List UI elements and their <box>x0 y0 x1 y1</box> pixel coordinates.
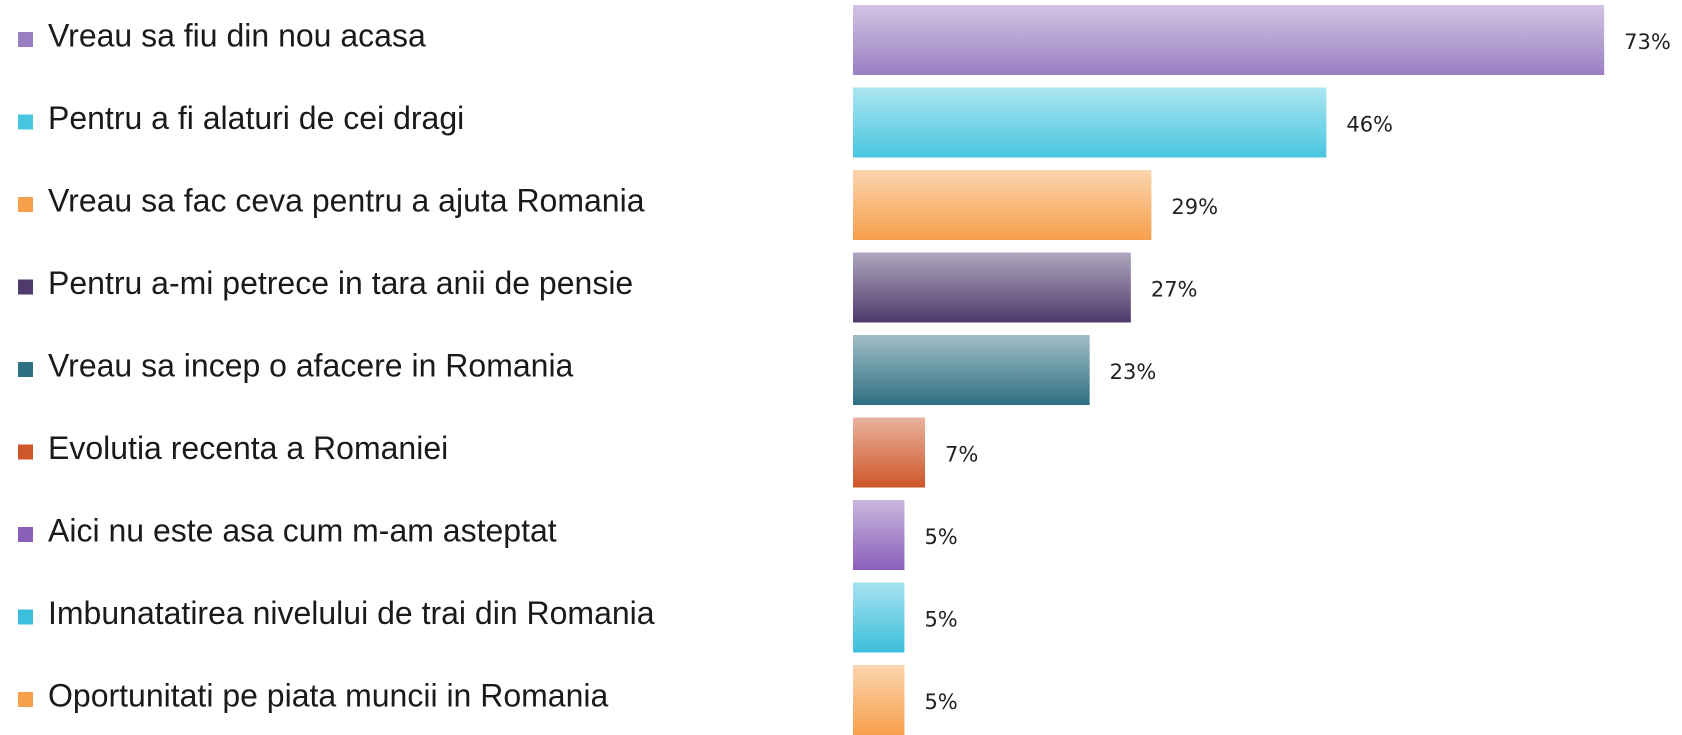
category-label: Pentru a fi alaturi de cei dragi <box>48 100 464 136</box>
legend-swatch <box>18 692 33 707</box>
bar <box>853 170 1152 240</box>
category-label: Pentru a-mi petrece in tara anii de pens… <box>48 265 633 301</box>
value-label: 5% <box>924 690 957 714</box>
value-label: 5% <box>924 608 957 632</box>
value-label: 5% <box>924 525 957 549</box>
legend-swatch <box>18 609 33 625</box>
value-label: 7% <box>945 443 978 467</box>
category-label: Imbunatatirea nivelului de trai din Roma… <box>48 595 655 631</box>
bar <box>853 5 1605 75</box>
value-label: 27% <box>1151 278 1198 302</box>
bar <box>853 665 905 735</box>
legend-swatch <box>18 444 33 460</box>
value-label: 29% <box>1171 195 1218 219</box>
legend-swatch <box>18 32 33 47</box>
value-label: 73% <box>1624 30 1671 54</box>
legend-swatch <box>18 114 33 130</box>
category-label: Evolutia recenta a Romaniei <box>48 430 448 466</box>
category-label: Aici nu este asa cum m-am asteptat <box>48 512 557 548</box>
legend-swatch <box>18 362 33 377</box>
bar <box>853 335 1090 405</box>
category-label: Vreau sa incep o afacere in Romania <box>48 347 574 383</box>
bar <box>853 500 905 570</box>
category-label: Vreau sa fiu din nou acasa <box>48 17 426 53</box>
value-label: 23% <box>1110 360 1157 384</box>
legend-swatch <box>18 527 33 542</box>
value-label: 46% <box>1346 113 1393 137</box>
category-label: Oportunitati pe piata muncii in Romania <box>48 677 609 713</box>
bar <box>853 252 1131 323</box>
bar <box>853 582 905 653</box>
legend-swatch <box>18 279 33 295</box>
category-label: Vreau sa fac ceva pentru a ajuta Romania <box>48 182 645 218</box>
legend-swatch <box>18 197 33 212</box>
bar <box>853 417 926 488</box>
bar <box>853 87 1327 158</box>
